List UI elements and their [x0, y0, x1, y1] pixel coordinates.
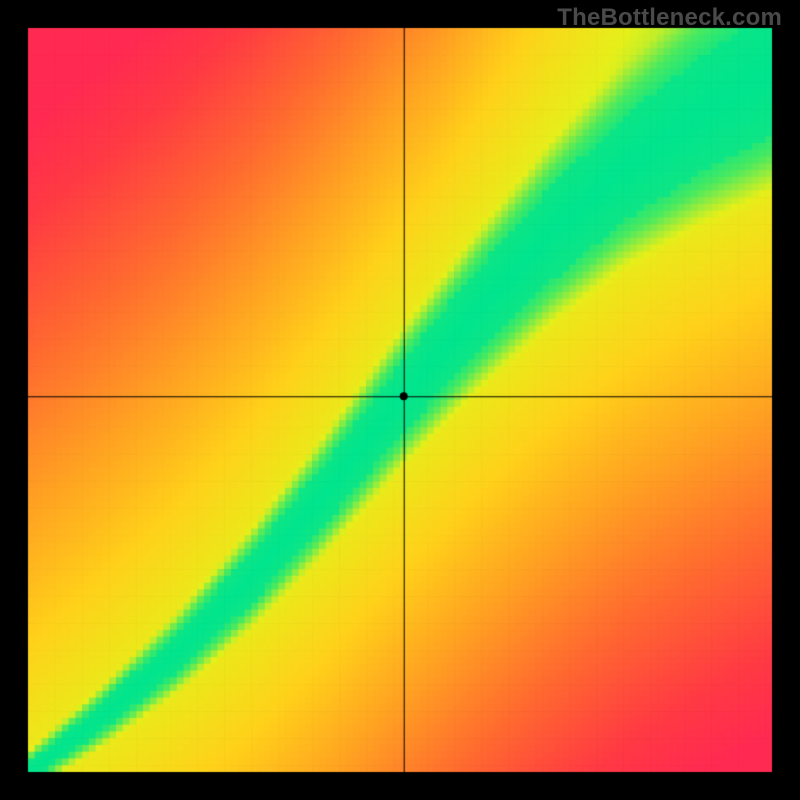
watermark-text: TheBottleneck.com — [557, 4, 782, 32]
chart-container: TheBottleneck.com — [0, 0, 800, 800]
bottleneck-heatmap — [0, 0, 800, 800]
